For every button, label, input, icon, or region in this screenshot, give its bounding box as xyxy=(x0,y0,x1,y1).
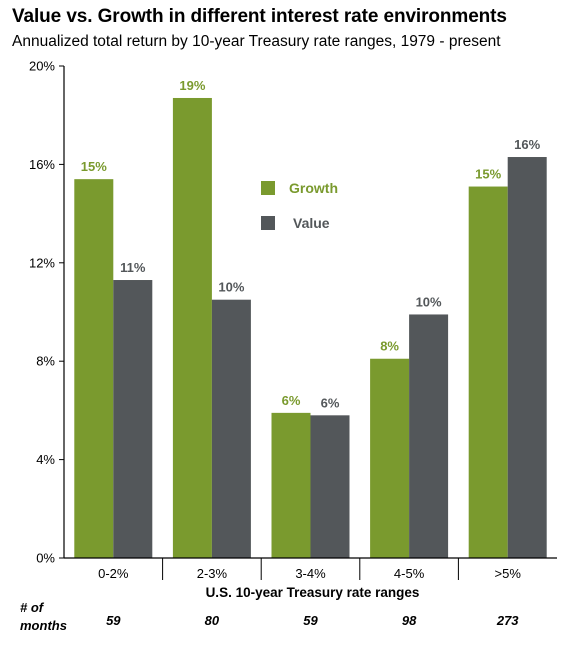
data-label-growth: 8% xyxy=(380,339,399,354)
legend-swatch-growth xyxy=(261,181,275,195)
y-tick-label: 0% xyxy=(36,551,55,566)
y-tick-label: 16% xyxy=(29,157,55,172)
data-label-growth: 15% xyxy=(81,159,107,174)
months-value: 273 xyxy=(496,613,519,628)
bar-growth xyxy=(172,97,212,558)
x-tick-label: >5% xyxy=(495,566,522,581)
months-value: 59 xyxy=(303,613,318,628)
chart-title: Value vs. Growth in different interest r… xyxy=(12,6,507,27)
bar-growth xyxy=(370,358,410,558)
bar-value xyxy=(211,299,251,558)
legend-swatch-value xyxy=(261,216,275,230)
bar-value xyxy=(507,157,547,558)
y-tick-label: 8% xyxy=(36,354,55,369)
legend-label-value: Value xyxy=(293,215,330,231)
bar-value xyxy=(409,314,449,558)
months-header-line2: months xyxy=(20,618,67,633)
y-tick-label: 4% xyxy=(36,452,55,467)
x-tick-label: 0-2% xyxy=(98,566,129,581)
x-axis-title: U.S. 10-year Treasury rate ranges xyxy=(206,585,420,600)
data-label-growth: 15% xyxy=(475,167,501,182)
months-value: 59 xyxy=(106,613,121,628)
bar-value xyxy=(310,415,350,558)
months-value: 80 xyxy=(205,613,220,628)
x-tick-label: 2-3% xyxy=(197,566,228,581)
data-label-growth: 6% xyxy=(282,393,301,408)
y-tick-label: 20% xyxy=(29,59,55,74)
bar-growth xyxy=(468,186,508,559)
data-label-value: 10% xyxy=(218,280,244,295)
data-label-value: 11% xyxy=(120,260,146,275)
months-header-line1: # of xyxy=(20,600,45,615)
chart-subtitle: Annualized total return by 10-year Treas… xyxy=(12,33,501,50)
data-label-growth: 19% xyxy=(179,78,205,93)
legend-label-growth: Growth xyxy=(289,180,338,196)
data-label-value: 16% xyxy=(514,137,540,152)
x-tick-label: 4-5% xyxy=(394,566,425,581)
months-value: 98 xyxy=(402,613,417,628)
bar-growth xyxy=(74,179,114,558)
bar-value xyxy=(113,280,153,558)
x-tick-label: 3-4% xyxy=(295,566,326,581)
data-label-value: 6% xyxy=(321,395,340,410)
y-tick-label: 12% xyxy=(29,255,55,270)
data-label-value: 10% xyxy=(416,294,442,309)
bar-growth xyxy=(271,412,311,558)
